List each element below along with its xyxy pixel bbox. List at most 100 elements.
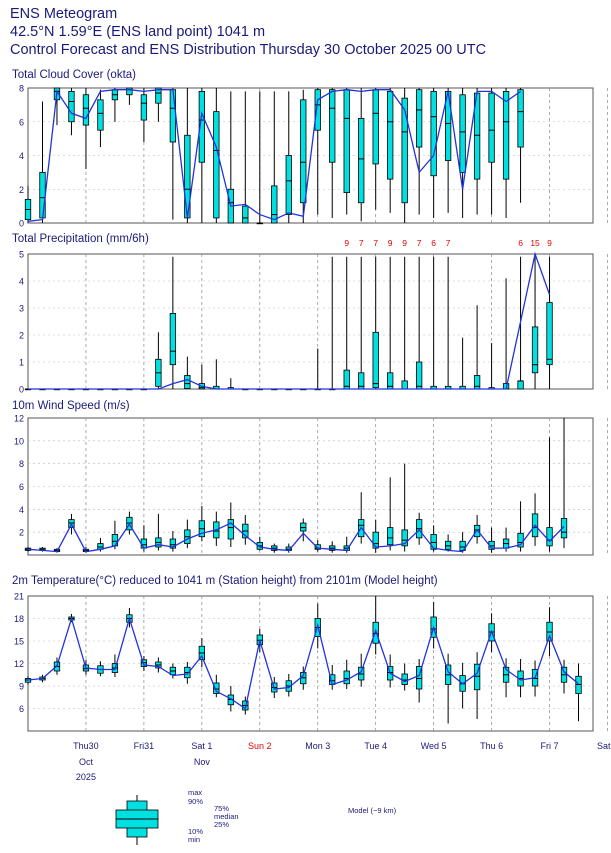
temp-box [546, 607, 553, 656]
precip-annotation: 7 [417, 238, 422, 248]
x-day-label: Mon 3 [305, 741, 330, 751]
cloud-iqr-box [314, 89, 321, 131]
wind-box [300, 518, 307, 542]
temp-box [430, 602, 437, 649]
temp-box [401, 663, 408, 691]
cloud-iqr-box [343, 89, 350, 194]
cloud-iqr-box [242, 205, 249, 224]
legend-90-label: 90% [188, 797, 203, 806]
cloud-box [300, 89, 307, 223]
precip-iqr-box [546, 302, 553, 366]
temp-model-line [27, 616, 579, 710]
temp-iqr-box [401, 673, 408, 685]
precip-box [314, 348, 321, 391]
wind-iqr-box [314, 544, 321, 550]
wind-y-tick-label: 4 [19, 505, 24, 515]
temp-box [416, 659, 423, 703]
precip-box [227, 378, 234, 390]
x-day-label: Tue 4 [364, 741, 387, 751]
cloud-box [140, 88, 148, 142]
wind-box [444, 534, 452, 552]
cloud-iqr-box [416, 89, 423, 148]
cloud-box [198, 88, 205, 223]
x-day-label: Wed 5 [421, 741, 447, 751]
wind-panel-title: 10m Wind Speed (m/s) [12, 400, 130, 412]
precip-iqr-box [473, 375, 481, 390]
cloud-iqr-box [285, 155, 292, 215]
precip-iqr-box [184, 375, 191, 389]
precip-y-tick-label: 3 [19, 304, 24, 314]
temp-y-tick-label: 9 [19, 682, 24, 692]
legend-75-label: 75% [214, 804, 229, 813]
cloud-box [372, 88, 379, 210]
temp-y-tick-label: 6 [19, 704, 24, 714]
cloud-iqr-box [39, 171, 46, 219]
precip-annotation: 7 [359, 238, 364, 248]
x-day-label: Sat 8 [597, 741, 611, 751]
temp-box [473, 652, 481, 719]
temp-iqr-box [343, 670, 350, 685]
wind-iqr-box [444, 540, 452, 550]
precip-iqr-box [372, 331, 379, 389]
cloud-model-line [27, 89, 521, 222]
cloud-iqr-box [401, 97, 408, 204]
wind-box [271, 543, 278, 553]
precip-iqr-box [416, 361, 423, 390]
temp-y-tick-label: 18 [14, 614, 24, 624]
cloud-panel-title: Total Cloud Cover (okta) [12, 69, 136, 81]
cloud-iqr-box [68, 90, 75, 123]
cloud-box [82, 88, 90, 169]
wind-model-line [27, 522, 565, 553]
precip-box [473, 305, 481, 390]
cloud-iqr-box [198, 90, 205, 163]
cloud-y-tick-label: 0 [19, 219, 24, 229]
wind-box [169, 531, 177, 552]
precip-annotation: 9 [402, 238, 407, 248]
forecast-line: Control Forecast and ENS Distribution Th… [10, 42, 487, 58]
precip-box [430, 256, 437, 390]
wind-box [531, 493, 539, 546]
cloud-iqr-box [329, 89, 336, 163]
cloud-box [285, 91, 292, 223]
cloud-box [111, 88, 119, 122]
cloud-iqr-box [502, 90, 510, 180]
temp-box [459, 662, 466, 709]
precip-annotation: 9 [344, 238, 349, 248]
temp-box [213, 674, 220, 698]
wind-box [184, 519, 191, 549]
precip-y-tick-label: 2 [19, 331, 24, 341]
wind-panel: 2 4 6 8 10 12 [14, 414, 608, 556]
cloud-iqr-box [169, 89, 177, 143]
wind-box [198, 505, 205, 542]
cloud-box [256, 91, 263, 225]
precip-box [329, 256, 336, 391]
precip-box [531, 256, 539, 389]
wind-box [329, 541, 336, 553]
wind-box [387, 477, 394, 551]
x-day-label: Fri 7 [541, 741, 559, 751]
wind-iqr-box [300, 522, 307, 532]
wind-box [256, 536, 263, 551]
wind-y-tick-label: 10 [14, 436, 24, 446]
precip-box [358, 256, 365, 390]
temp-box [372, 596, 379, 655]
precip-box [213, 359, 220, 390]
wind-iqr-box [372, 531, 379, 549]
wind-iqr-box [560, 518, 568, 539]
wind-iqr-box [227, 519, 234, 540]
wind-box [227, 502, 234, 548]
precip-box [387, 256, 394, 390]
cloud-iqr-box [387, 90, 394, 180]
legend-25-label: 25% [214, 820, 229, 829]
wind-box [546, 437, 553, 552]
temp-iqr-box [213, 682, 220, 694]
temperature-panel-title: 2m Temperature(°C) reduced to 1041 m (St… [12, 575, 438, 587]
cloud-box [488, 88, 495, 215]
wind-y-tick-label: 8 [19, 459, 24, 469]
wind-box [372, 519, 379, 553]
precip-annotation: 7 [373, 238, 378, 248]
x-day-label: Thu 6 [480, 741, 503, 751]
meteogram-title: ENS Meteogram [10, 6, 118, 22]
temp-box [155, 657, 162, 673]
